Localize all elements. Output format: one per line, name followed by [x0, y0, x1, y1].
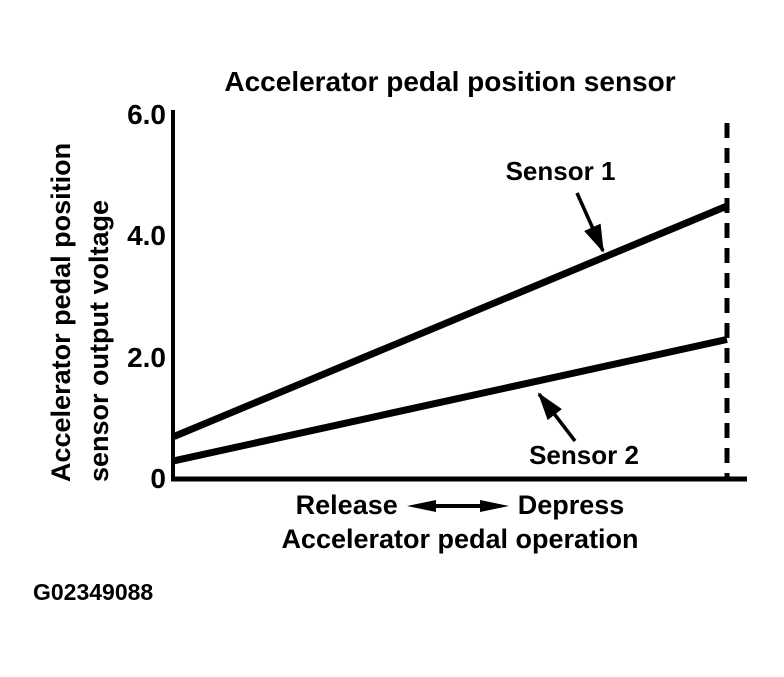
sensor-1-annotation-arrow: [575, 192, 605, 253]
y-tick-label: 0: [150, 463, 166, 494]
sensor-2-annotation-arrow: [537, 392, 577, 443]
y-tick-label: 2.0: [127, 341, 166, 373]
series-label-sensor-2: Sensor 2: [529, 440, 639, 470]
x-axis-title: Accelerator pedal operation: [281, 524, 639, 554]
double-headed-arrow-icon: [406, 499, 509, 512]
figure-id: G02349088: [33, 579, 154, 605]
y-tick-label: 6.0: [127, 99, 166, 130]
series-line-sensor-2: [173, 336, 728, 465]
series-line-sensor-1: [172, 202, 729, 440]
y-tick-label: 4.0: [127, 220, 166, 252]
x-direction-row: Release Depress: [170, 490, 750, 521]
chart-title: Accelerator pedal position sensor: [224, 66, 676, 97]
series-label-sensor-1: Sensor 1: [505, 156, 616, 186]
x-direction-label-release: Release: [295, 490, 398, 520]
x-direction-label-depress: Depress: [517, 490, 625, 520]
